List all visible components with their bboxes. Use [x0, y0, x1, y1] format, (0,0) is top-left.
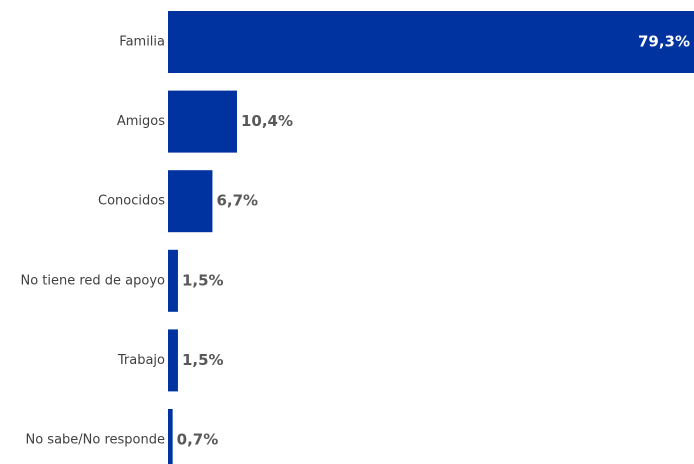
- value-label: 6,7%: [216, 192, 258, 210]
- bar-no-tiene-red-de-apoyo: [168, 249, 178, 312]
- value-label: 0,7%: [177, 431, 219, 449]
- category-label: No tiene red de apoyo: [20, 273, 165, 288]
- value-label: 1,5%: [182, 271, 224, 289]
- value-label: 79,3%: [638, 33, 690, 51]
- category-label: Familia: [119, 35, 165, 50]
- category-label: Conocidos: [98, 194, 165, 209]
- value-label: 10,4%: [241, 112, 293, 130]
- bar-trabajo: [168, 329, 178, 392]
- category-label: No sabe/No responde: [25, 433, 165, 448]
- category-label: Trabajo: [117, 353, 165, 368]
- value-label: 1,5%: [182, 351, 224, 369]
- bar-familia: [168, 11, 694, 73]
- bar-conocidos: [168, 170, 213, 233]
- bar-amigos: [168, 90, 237, 153]
- category-label: Amigos: [117, 114, 165, 129]
- bar-no-sabe-no-responde: [168, 409, 173, 464]
